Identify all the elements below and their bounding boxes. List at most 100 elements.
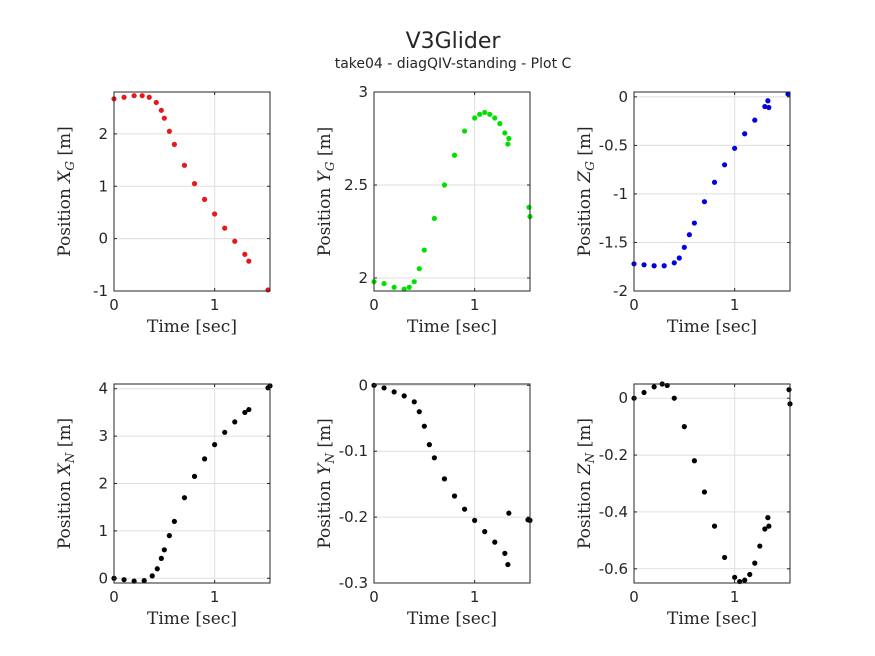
subplot-bottom-left: 0 1 0 1 2 3 4 Time [sec] Position XN [m] — [55, 380, 273, 629]
data-point — [641, 262, 646, 267]
y-axis-label: Position YG [m] — [315, 127, 337, 257]
data-point — [712, 180, 717, 185]
y-tick-label: 0 — [618, 88, 628, 106]
data-point — [167, 129, 172, 134]
data-point — [402, 393, 407, 398]
x-axis-label: Time [sec] — [667, 317, 757, 337]
data-point — [212, 211, 217, 216]
data-point — [712, 524, 717, 529]
data-point — [677, 255, 682, 260]
data-point — [232, 239, 237, 244]
data-point — [752, 118, 757, 123]
data-point — [652, 384, 657, 389]
data-point — [417, 266, 422, 271]
data-point — [422, 424, 427, 429]
subplot-top-center: 0 1 2 2.5 3 Time [sec] Position YG [m] — [315, 83, 533, 337]
y-tick-label: -2 — [613, 282, 628, 300]
y-tick-label: -0.2 — [599, 446, 628, 464]
data-point — [497, 121, 502, 126]
data-point — [652, 263, 657, 268]
data-point — [452, 493, 457, 498]
data-point — [765, 515, 770, 520]
data-point — [502, 551, 507, 556]
y-axis-label: Position XN [m] — [55, 418, 77, 549]
y-tick-label: 0 — [98, 230, 108, 248]
y-tick-label: -0.1 — [339, 442, 368, 460]
y-tick-label: 2 — [98, 125, 108, 143]
data-point — [492, 115, 497, 120]
data-point — [182, 163, 187, 168]
data-point — [159, 108, 164, 113]
data-point — [786, 387, 791, 392]
data-point — [202, 456, 207, 461]
y-tick-label: 3 — [98, 427, 108, 445]
data-point — [427, 442, 432, 447]
data-point — [121, 577, 126, 582]
data-point — [506, 511, 511, 516]
x-tick-label: 0 — [629, 296, 639, 314]
x-tick-label: 0 — [109, 296, 119, 314]
data-point — [672, 396, 677, 401]
y-tick-label: -1.5 — [599, 233, 628, 251]
data-point — [182, 495, 187, 500]
data-point — [172, 142, 177, 147]
y-tick-label: -0.6 — [599, 560, 628, 578]
data-point — [462, 128, 467, 133]
data-point — [246, 259, 251, 264]
y-tick-label: -0.5 — [599, 136, 628, 154]
data-point — [242, 252, 247, 257]
data-point — [167, 533, 172, 538]
subplot-top-right: 0 1 -2 -1.5 -1 -0.5 0 Time [sec] Position ZG [m] — [575, 88, 791, 337]
y-tick-label: -1 — [613, 185, 628, 203]
data-point — [162, 547, 167, 552]
data-point — [765, 98, 770, 103]
y-tick-label: -1 — [93, 282, 108, 300]
data-point — [222, 226, 227, 231]
data-point — [412, 279, 417, 284]
data-point — [222, 430, 227, 435]
data-point — [154, 100, 159, 105]
data-point — [752, 561, 757, 566]
subplot-bottom-center: 0 1 -0.3 -0.2 -0.1 0 Time [sec] Position YN [m] — [315, 376, 533, 629]
x-axis-label: Time [sec] — [407, 317, 497, 337]
data-point — [641, 390, 646, 395]
data-point — [246, 407, 251, 412]
x-axis-label: Time [sec] — [147, 317, 237, 337]
data-point — [412, 399, 417, 404]
data-point — [682, 245, 687, 250]
data-point — [692, 220, 697, 225]
x-tick-label: 1 — [730, 296, 740, 314]
x-tick-label: 1 — [210, 296, 220, 314]
data-point — [487, 112, 492, 117]
data-point — [381, 385, 386, 390]
data-point — [482, 110, 487, 115]
y-tick-label: 0 — [618, 389, 628, 407]
data-point — [766, 105, 771, 110]
data-point — [422, 247, 427, 252]
plot-area — [634, 384, 790, 583]
x-tick-label: 0 — [369, 588, 379, 606]
data-point — [477, 112, 482, 117]
x-axis-label: Time [sec] — [667, 609, 757, 629]
data-point — [687, 232, 692, 237]
data-point — [407, 285, 412, 290]
plot-area — [634, 92, 790, 291]
x-tick-label: 1 — [730, 588, 740, 606]
data-point — [142, 578, 147, 583]
data-point — [682, 424, 687, 429]
data-point — [506, 136, 511, 141]
data-point — [392, 389, 397, 394]
data-point — [381, 281, 386, 286]
x-tick-label: 0 — [109, 588, 119, 606]
data-point — [766, 524, 771, 529]
y-tick-label: 4 — [98, 380, 108, 398]
data-point — [722, 162, 727, 167]
x-tick-label: 0 — [369, 296, 379, 314]
data-point — [150, 573, 155, 578]
y-axis-label: Position ZG [m] — [575, 126, 597, 256]
y-tick-label: 2 — [98, 475, 108, 493]
data-point — [132, 93, 137, 98]
x-tick-label: 0 — [629, 588, 639, 606]
data-point — [722, 555, 727, 560]
data-point — [202, 197, 207, 202]
